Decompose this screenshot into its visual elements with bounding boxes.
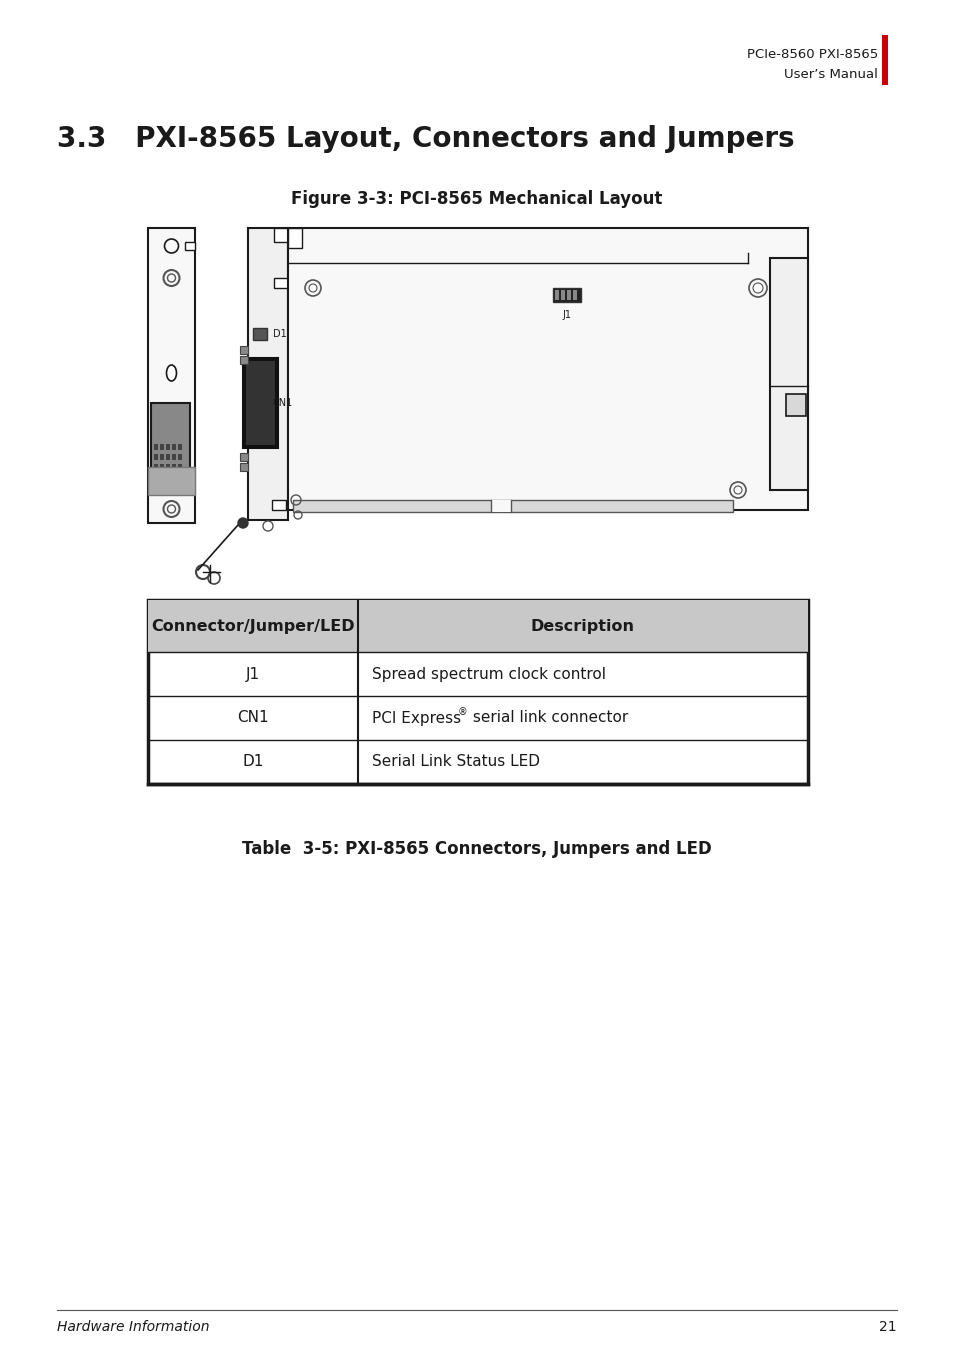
Bar [274,279,288,288]
Bar [553,288,580,301]
Bar [560,289,564,300]
Text: serial link connector: serial link connector [468,711,628,726]
Bar [274,228,288,242]
Bar [160,443,164,450]
Bar [172,454,175,460]
Bar [160,454,164,460]
Bar [153,443,158,450]
Bar [288,228,302,247]
Text: Serial Link Status LED: Serial Link Status LED [372,754,539,769]
Text: ®: ® [457,707,467,717]
Text: J1: J1 [246,667,260,681]
Bar [882,35,887,85]
Bar [148,466,194,495]
Text: Connector/Jumper/LED: Connector/Jumper/LED [151,618,355,634]
Text: Spread spectrum clock control: Spread spectrum clock control [372,667,605,681]
Bar [243,358,277,448]
Bar [178,454,182,460]
Bar [153,464,158,470]
Bar [555,289,558,300]
Bar [573,289,577,300]
Bar [769,258,807,489]
Bar [166,454,170,460]
Bar [153,454,158,460]
Bar [148,600,807,652]
Bar [178,443,182,450]
Bar [178,464,182,470]
Bar [240,462,248,470]
Text: J1: J1 [562,310,571,320]
Text: Description: Description [531,618,635,634]
Bar [566,289,571,300]
Bar [288,228,807,510]
Ellipse shape [167,365,176,381]
Text: D1: D1 [242,754,263,769]
Bar [253,329,267,339]
Bar [240,453,248,461]
Text: PCIe-8560 PXI-8565: PCIe-8560 PXI-8565 [746,49,877,61]
Text: D1: D1 [273,329,287,339]
Text: 3.3   PXI-8565 Layout, Connectors and Jumpers: 3.3 PXI-8565 Layout, Connectors and Jump… [57,124,794,153]
Bar [166,443,170,450]
Text: Hardware Information: Hardware Information [57,1320,210,1334]
Bar [172,464,175,470]
Bar [160,464,164,470]
Text: PCI Express: PCI Express [372,711,460,726]
Circle shape [237,518,248,529]
Bar [166,464,170,470]
Bar [172,443,175,450]
Text: Figure 3-3: PCI-8565 Mechanical Layout: Figure 3-3: PCI-8565 Mechanical Layout [291,191,662,208]
Bar [240,356,248,364]
Bar [293,500,732,512]
Bar [491,500,511,512]
Bar [148,228,194,523]
Text: User’s Manual: User’s Manual [783,68,877,81]
Bar [185,242,194,250]
Bar [248,228,288,521]
Text: 21: 21 [879,1320,896,1334]
Text: CN1: CN1 [273,397,293,408]
Bar [246,361,274,445]
Bar [785,393,805,415]
Bar [240,346,248,354]
Text: CN1: CN1 [237,711,269,726]
Bar [148,600,807,784]
Bar [272,500,286,510]
Bar [151,403,190,479]
Text: Table  3-5: PXI-8565 Connectors, Jumpers and LED: Table 3-5: PXI-8565 Connectors, Jumpers … [242,840,711,859]
